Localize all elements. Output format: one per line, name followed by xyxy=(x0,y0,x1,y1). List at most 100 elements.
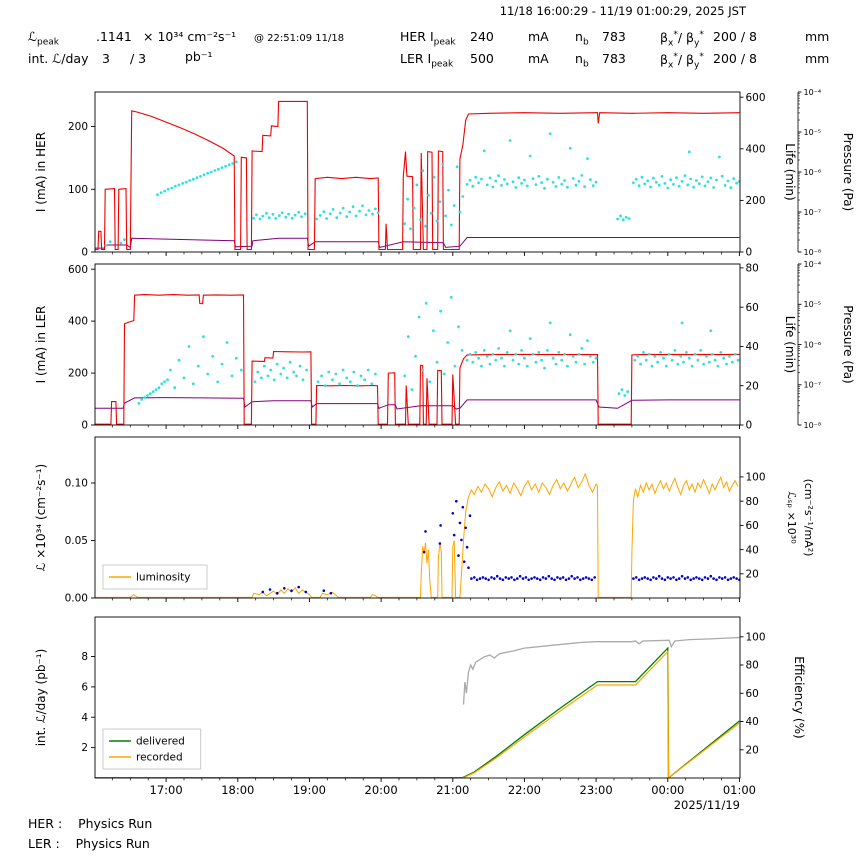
y-tick-label: 20 xyxy=(746,380,759,392)
y-tick-label: 8 xyxy=(81,651,88,663)
intlum-legend: delivered recorded xyxy=(102,728,202,770)
ler-beta-unit: mm xyxy=(805,51,830,66)
series-ler-current xyxy=(95,294,740,425)
intlum-right-axis-0: 20 40 60 80 100 Efficiency (%) xyxy=(740,631,806,756)
lum-right-axis-label-0-0: ℒₛₚ ×10³⁰ xyxy=(785,491,798,544)
chart-her: 0 100 200 I (mA) in HER 0 200 400 600 Life (min)… xyxy=(34,88,855,259)
intlum-denominator: / 3 xyxy=(130,51,147,66)
intlum-label: int. ℒ/day xyxy=(28,51,89,66)
lpeak-sub: peak xyxy=(37,37,59,48)
y-tick-label: 400 xyxy=(746,143,766,155)
her-frame xyxy=(94,91,741,253)
y-tick-label: 40 xyxy=(746,716,759,728)
series-recorded xyxy=(95,650,740,778)
y-tick-label: 10⁻⁷ xyxy=(804,208,822,217)
date-range-label: 11/18 16:00:29 - 11/19 01:00:29, 2025 JS… xyxy=(499,4,746,18)
legend-label: delivered xyxy=(136,736,185,748)
x-tick-label: 21:00 xyxy=(436,783,469,797)
chart-lum: 0.00 0.05 0.10 ℒ ×10³⁴ (cm⁻²s⁻¹) 20 40 60 80 100… xyxy=(34,436,815,605)
her-mode-value: Physics Run xyxy=(78,816,153,831)
her-beta-value: 200 / 8 xyxy=(713,29,757,44)
her-beta-unit: mm xyxy=(805,29,830,44)
series-her-lifetime xyxy=(104,132,740,247)
y-tick-label: 60 xyxy=(746,688,759,700)
series-her-current xyxy=(95,100,740,251)
y-tick-label: 10⁻⁴ xyxy=(804,88,822,97)
lum-right-axis-0: 20 40 60 80 100 ℒₛₚ ×10³⁰ (cm⁻²s⁻¹/mA²) xyxy=(740,472,815,581)
y-tick-label: 10⁻⁷ xyxy=(804,381,822,390)
y-tick-label: 100 xyxy=(746,472,766,484)
ler-mode-value: Physics Run xyxy=(75,836,150,851)
her-left-axis-label: I (mA) in HER xyxy=(34,132,48,212)
ler-series-layer xyxy=(95,294,740,425)
her-mode-label: HER : xyxy=(28,816,63,831)
lum-left-axis-label: ℒ ×10³⁴ (cm⁻²s⁻¹) xyxy=(34,464,48,571)
her-x-axis xyxy=(111,252,740,256)
ler-nb-label: nb xyxy=(575,51,589,70)
y-tick-label: 10⁻⁸ xyxy=(804,248,822,257)
chart-ler: 0 200 400 600 I (mA) in LER 0 20 40 60 80 Life (mi… xyxy=(34,260,855,432)
ler-left-axis: 0 200 400 600 I (mA) in LER xyxy=(34,264,95,432)
y-tick-label: 80 xyxy=(746,496,759,508)
intlum-x-axis: 17:00 18:00 19:00 20:00 21:00 22:00 23:00 00:00… xyxy=(111,778,756,812)
her-ipeak-value: 240 xyxy=(470,29,494,44)
lpeak-sym: ℒ xyxy=(28,29,38,44)
y-tick-label: 2 xyxy=(81,742,88,754)
x-tick-label: 19:00 xyxy=(293,783,326,797)
x-tick-label: 22:00 xyxy=(508,783,541,797)
her-ipeak-unit: mA xyxy=(528,29,549,44)
her-mode-row: HER : Physics Run xyxy=(28,816,152,831)
her-ipeak-label: HER Ipeak xyxy=(400,29,456,48)
ler-right-axis-0: 0 20 40 60 80 Life (min) xyxy=(740,263,797,432)
her-nb-label: nb xyxy=(575,29,589,48)
lum-frame xyxy=(94,436,741,599)
y-tick-label: 40 xyxy=(746,341,759,353)
y-tick-label: 4 xyxy=(81,712,88,724)
y-tick-label: 600 xyxy=(746,92,766,104)
lpeak-units: × 10³⁴ cm⁻²s⁻¹ xyxy=(143,29,237,44)
ler-right-axis-label-0-0: Life (min) xyxy=(783,316,797,373)
her-right-axis-1: 10⁻⁴ 10⁻⁵ 10⁻⁶ 10⁻⁷ 10⁻⁸ Pressure (Pa) xyxy=(797,88,855,257)
y-tick-label: 60 xyxy=(746,520,759,532)
x-tick-label: 01:00 xyxy=(723,783,756,797)
y-tick-label: 10⁻⁵ xyxy=(804,300,822,309)
y-tick-label: 100 xyxy=(68,184,88,196)
y-tick-label: 200 xyxy=(68,368,88,380)
series-efficiency xyxy=(462,636,740,705)
lpeak-value: .1141 xyxy=(96,29,132,44)
x-tick-label: 17:00 xyxy=(150,783,183,797)
ler-ipeak-unit: mA xyxy=(528,51,549,66)
ler-nb-value: 783 xyxy=(602,51,626,66)
lum-legend: luminosity xyxy=(102,564,208,590)
x-date-label: 2025/11/19 xyxy=(674,798,740,812)
series-ler-lifetime xyxy=(137,296,740,405)
legend-label: recorded xyxy=(136,752,183,764)
her-right-axis-label-0-0: Life (min) xyxy=(783,143,797,200)
ler-left-axis-label: I (mA) in LER xyxy=(34,306,48,384)
y-tick-label: 40 xyxy=(746,544,759,556)
y-tick-label: 20 xyxy=(746,569,759,581)
lum-left-axis: 0.00 0.05 0.10 ℒ ×10³⁴ (cm⁻²s⁻¹) xyxy=(34,464,95,605)
y-tick-label: 400 xyxy=(68,316,88,328)
intlum-left-axis-label: int. ℒ/day (pb⁻¹) xyxy=(34,649,48,747)
intlum-series-layer xyxy=(95,636,740,778)
y-tick-label: 0.00 xyxy=(65,593,88,605)
series-her-pressure xyxy=(95,237,740,249)
ler-ipeak-label: LER Ipeak xyxy=(400,51,454,70)
y-tick-label: 10⁻⁶ xyxy=(804,168,822,177)
intlum-frame xyxy=(94,616,741,779)
lpeak-timestamp: @ 22:51:09 11/18 xyxy=(254,33,345,44)
y-tick-label: 0 xyxy=(81,247,88,259)
series-specific-luminosity xyxy=(261,499,740,595)
ler-mode-label: LER : xyxy=(28,836,60,851)
her-beta-label: βx*/ βy* xyxy=(660,30,704,49)
y-tick-label: 0 xyxy=(746,247,753,259)
y-tick-label: 10⁻⁶ xyxy=(804,340,822,349)
ler-beta-value: 200 / 8 xyxy=(713,51,757,66)
ler-beta-label: βx*/ βy* xyxy=(660,52,704,71)
ler-mode-row: LER : Physics Run xyxy=(28,836,150,851)
legend-label: luminosity xyxy=(136,572,191,584)
y-tick-label: 0 xyxy=(81,420,88,432)
